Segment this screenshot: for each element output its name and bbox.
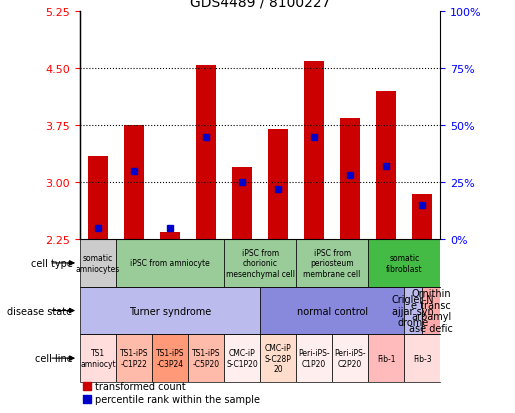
Bar <box>404 287 422 335</box>
Bar <box>260 335 296 382</box>
Bar <box>152 335 188 382</box>
Bar <box>80 240 116 287</box>
Bar <box>413 194 432 240</box>
Text: iPSC from
chorionic
mesenchymal cell: iPSC from chorionic mesenchymal cell <box>226 249 295 278</box>
Text: cell type: cell type <box>31 258 73 268</box>
Bar <box>304 62 324 240</box>
Bar <box>116 335 152 382</box>
Bar <box>80 287 260 335</box>
Text: iPSC from amniocyte: iPSC from amniocyte <box>130 259 210 268</box>
Bar <box>296 240 368 287</box>
Text: TS1-iPS
-C3P24: TS1-iPS -C3P24 <box>156 349 184 368</box>
Text: Peri-iPS-
C1P20: Peri-iPS- C1P20 <box>298 349 330 368</box>
Bar <box>160 232 180 240</box>
Text: Fib-3: Fib-3 <box>413 354 432 363</box>
Bar <box>368 335 404 382</box>
Text: Fib-1: Fib-1 <box>377 354 396 363</box>
Bar <box>332 335 368 382</box>
Text: Ornithin
e transc
arbamyl
ase defic: Ornithin e transc arbamyl ase defic <box>409 288 453 333</box>
Bar <box>80 335 116 382</box>
Text: Crigler-N
ajjar syn
drome: Crigler-N ajjar syn drome <box>392 294 435 328</box>
Text: Peri-iPS-
C2P20: Peri-iPS- C2P20 <box>334 349 366 368</box>
Bar <box>224 335 260 382</box>
Bar <box>404 335 440 382</box>
Text: TS1
amniocyt: TS1 amniocyt <box>80 349 116 368</box>
Legend: transformed count, percentile rank within the sample: transformed count, percentile rank withi… <box>79 377 264 408</box>
Bar <box>196 65 216 240</box>
Text: cell line: cell line <box>35 353 73 363</box>
Bar <box>422 287 440 335</box>
Bar <box>340 119 360 240</box>
Text: CMC-iP
S-C28P
20: CMC-iP S-C28P 20 <box>265 344 291 373</box>
Text: TS1-iPS
-C5P20: TS1-iPS -C5P20 <box>192 349 220 368</box>
Text: TS1-iPS
-C1P22: TS1-iPS -C1P22 <box>119 349 148 368</box>
Text: somatic
fibroblast: somatic fibroblast <box>386 254 423 273</box>
Text: Turner syndrome: Turner syndrome <box>129 306 211 316</box>
Bar <box>232 168 252 240</box>
Bar <box>88 156 108 240</box>
Text: normal control: normal control <box>297 306 368 316</box>
Bar <box>124 126 144 240</box>
Bar <box>368 240 440 287</box>
Text: CMC-iP
S-C1P20: CMC-iP S-C1P20 <box>226 349 258 368</box>
Bar <box>188 335 224 382</box>
Bar <box>224 240 296 287</box>
Bar <box>376 92 396 240</box>
Bar <box>260 287 404 335</box>
Text: somatic
amniocytes: somatic amniocytes <box>76 254 120 273</box>
Text: disease state: disease state <box>8 306 73 316</box>
Text: iPSC from
periosteum
membrane cell: iPSC from periosteum membrane cell <box>303 249 361 278</box>
Title: GDS4489 / 8100227: GDS4489 / 8100227 <box>190 0 330 10</box>
Bar <box>268 130 288 240</box>
Bar <box>116 240 224 287</box>
Bar <box>296 335 332 382</box>
